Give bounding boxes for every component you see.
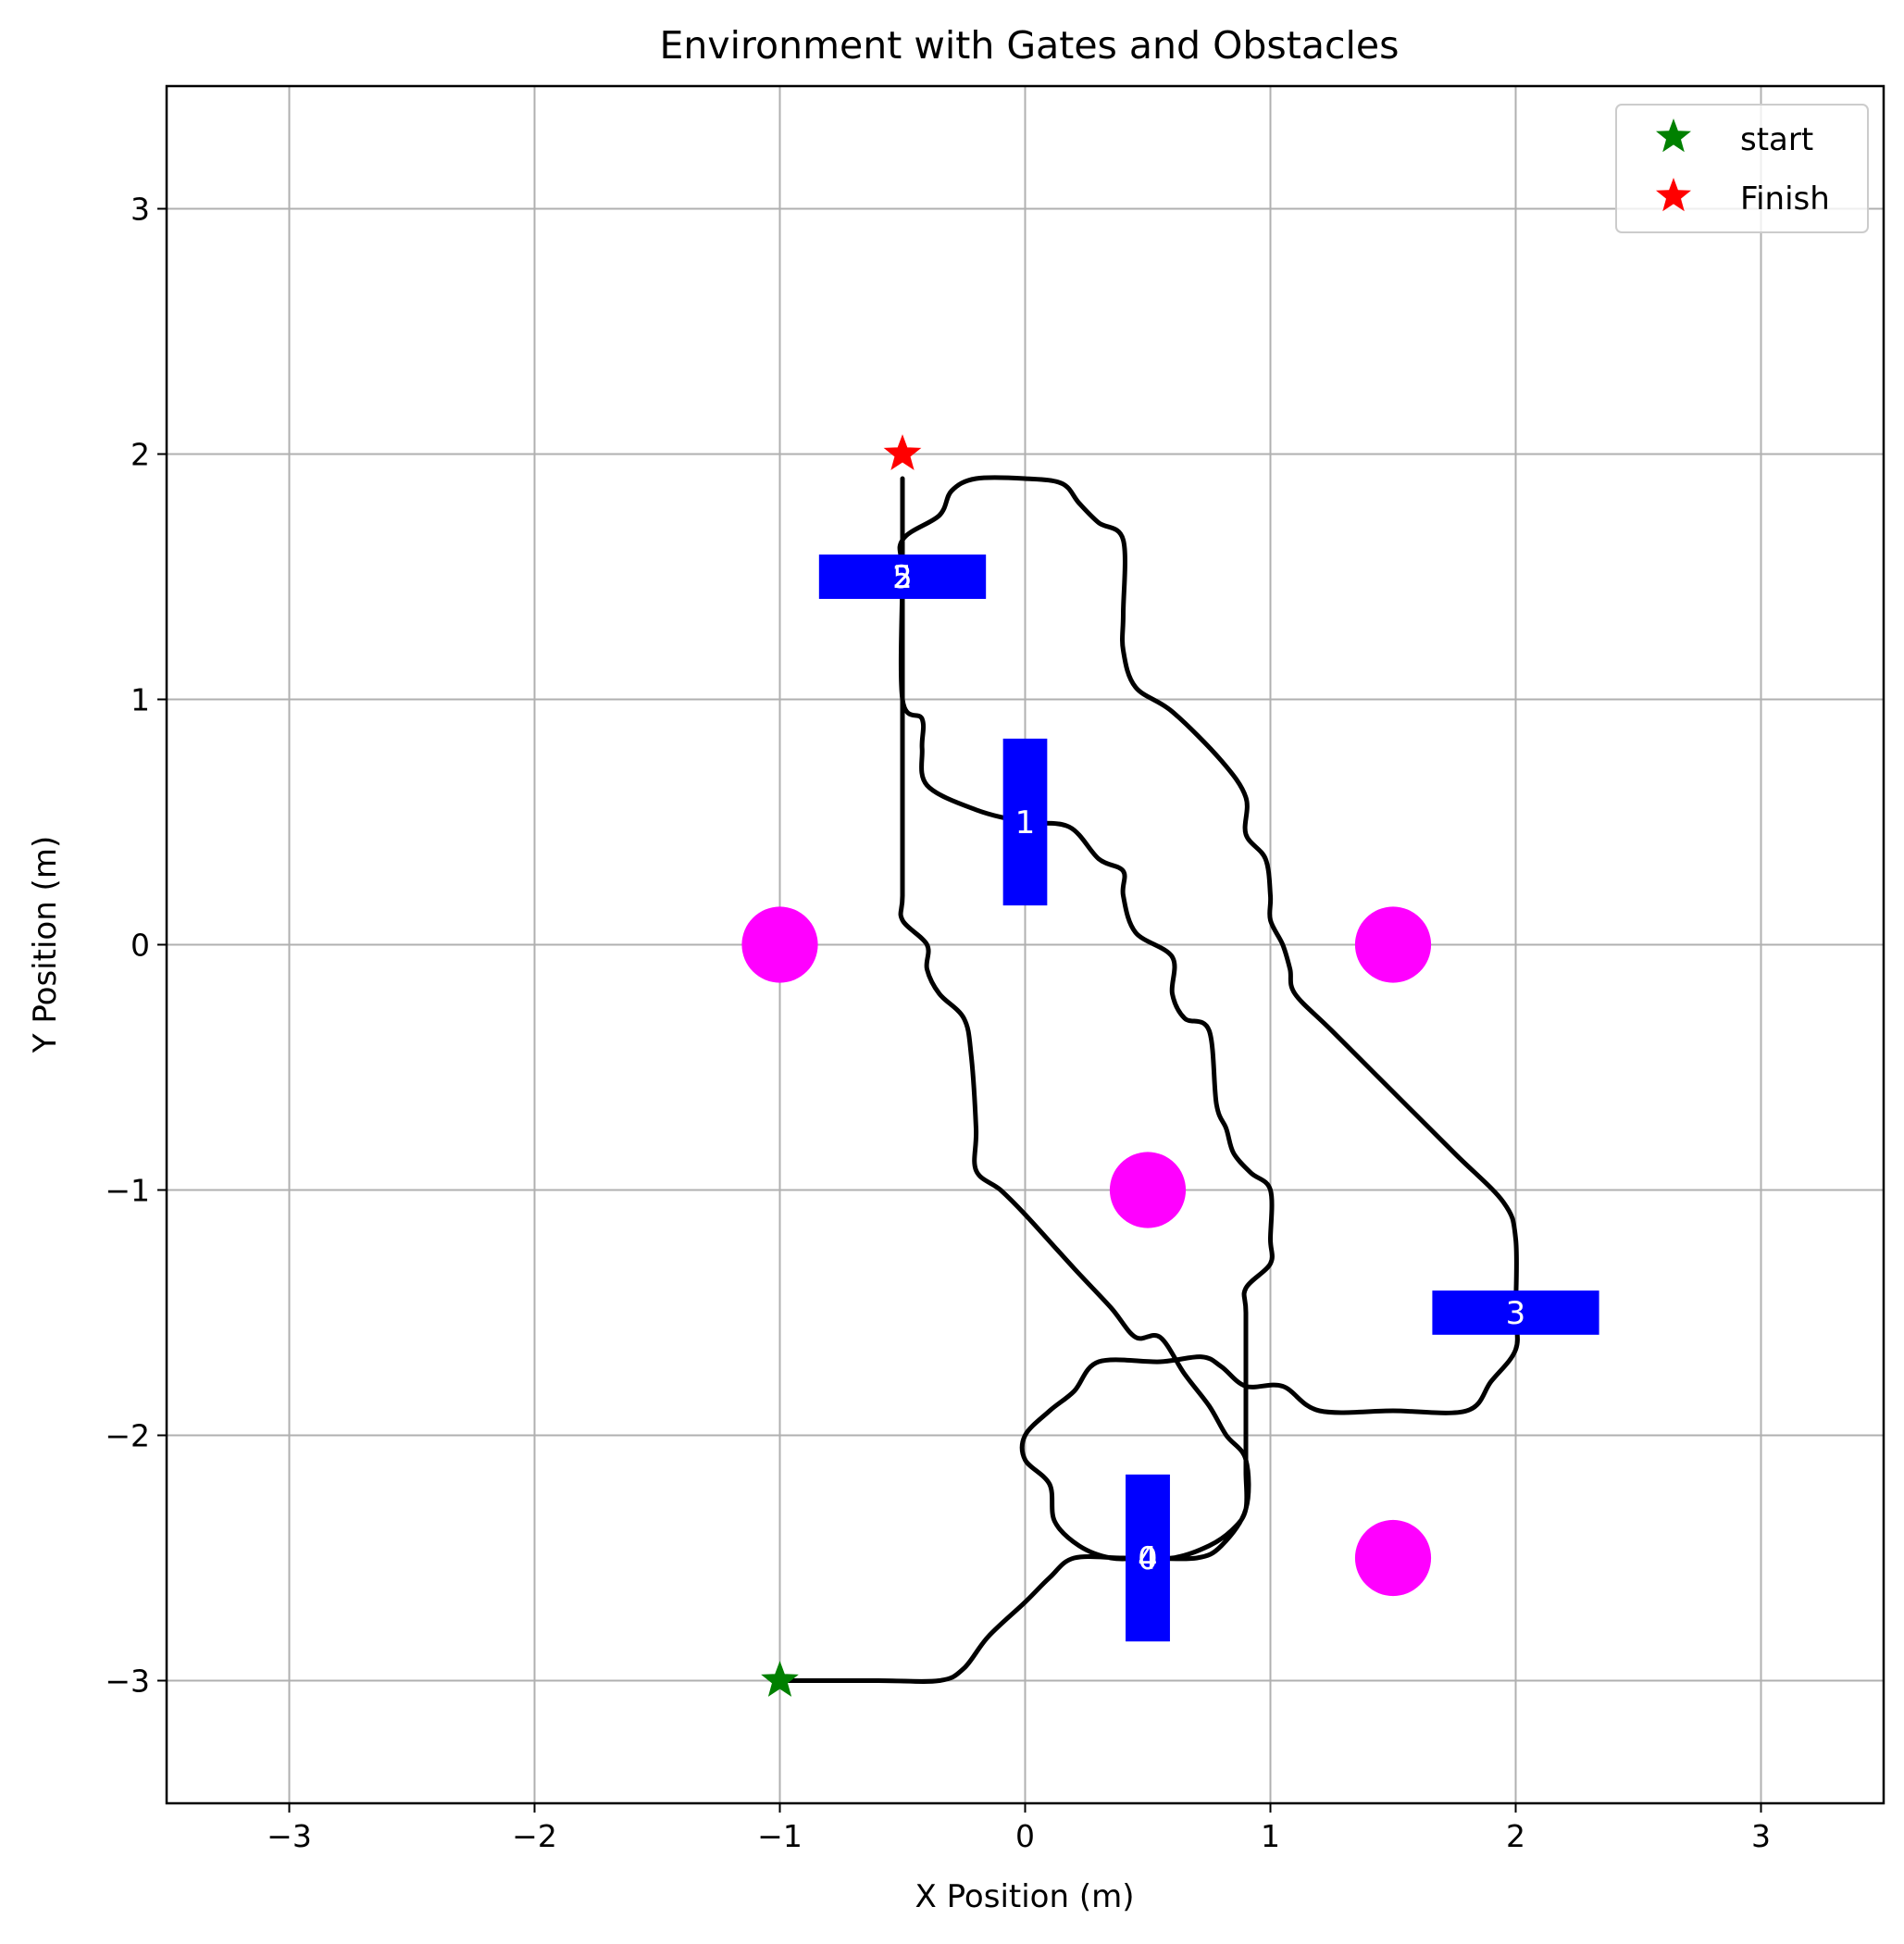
y-tick-label: −2: [105, 1418, 150, 1454]
gate-4: [1126, 1474, 1170, 1642]
legend-start-marker: [1656, 118, 1691, 153]
x-tick-label: 1: [1261, 1818, 1280, 1854]
legend-finish-star: [1656, 178, 1691, 212]
x-tick-label: −3: [267, 1818, 312, 1854]
x-tick-label: −2: [512, 1818, 557, 1854]
legend-finish-label: Finish: [1740, 181, 1830, 218]
gate-label-3: 3: [1506, 1295, 1526, 1332]
start-star-marker: [761, 1661, 799, 1697]
y-tick-label: 2: [131, 437, 150, 473]
y-axis-label: Y Position (m): [27, 836, 64, 1053]
obstacle-circle: [1109, 1152, 1187, 1228]
y-tick-label: 0: [131, 928, 150, 964]
chart-title: Environment with Gates and Obstacles: [660, 23, 1400, 68]
y-tick-label: 3: [131, 192, 150, 228]
y-tick-label: −1: [105, 1173, 150, 1209]
gate-1: [1002, 738, 1048, 906]
finish-star-marker: [883, 434, 922, 470]
obstacle-circle: [741, 906, 818, 983]
gate-label-4: 4: [1138, 1540, 1158, 1577]
legend: start Finish: [1615, 104, 1869, 233]
obstacles-layer: [741, 906, 1432, 1597]
gate-5: [818, 555, 987, 599]
x-tick-label: 0: [1015, 1818, 1035, 1854]
legend-start-star: [1656, 118, 1691, 153]
obstacle-circle: [1354, 906, 1432, 983]
ticks-layer: −3 −2 −1 0 1 2 3 −3 −2 −1 0 1 2 3: [105, 192, 1771, 1855]
gate-label-0: 0: [1138, 1540, 1158, 1577]
markers-layer: [761, 434, 922, 1697]
x-tick-label: 3: [1751, 1818, 1771, 1854]
y-tick-label: −3: [105, 1664, 150, 1700]
x-tick-label: −1: [757, 1818, 803, 1854]
gate-label-2: 2: [892, 559, 913, 596]
gate-label-1: 1: [1015, 804, 1036, 841]
obstacle-circle: [1354, 1519, 1432, 1597]
x-axis-label: X Position (m): [915, 1878, 1135, 1915]
gate-label-5: 5: [892, 559, 913, 596]
trajectory-layer: [778, 475, 1520, 1684]
gates-layer: 0 1 2 3 4 5: [818, 555, 1599, 1642]
trajectory-line: [778, 475, 1520, 1684]
grid-lines: [167, 86, 1884, 1803]
gate-3: [1432, 1290, 1599, 1335]
y-tick-label: 1: [131, 682, 150, 718]
x-tick-label: 2: [1506, 1818, 1525, 1854]
legend-finish-marker: [1656, 178, 1691, 212]
legend-start-label: start: [1740, 121, 1813, 158]
